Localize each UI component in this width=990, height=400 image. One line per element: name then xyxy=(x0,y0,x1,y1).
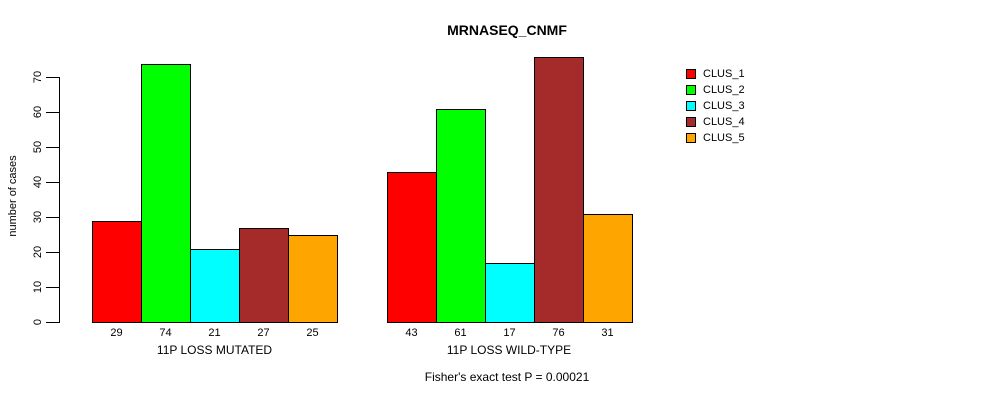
legend-label: CLUS_5 xyxy=(703,132,745,144)
bar xyxy=(141,64,191,323)
bar-value-label: 76 xyxy=(552,327,565,339)
y-tick xyxy=(46,322,59,323)
bar-value-label: 43 xyxy=(405,327,418,339)
y-tick xyxy=(46,147,59,148)
legend-item: CLUS_5 xyxy=(686,130,745,146)
legend-item: CLUS_1 xyxy=(686,66,745,82)
y-tick-label: 10 xyxy=(32,280,44,294)
y-tick xyxy=(46,217,59,218)
legend-swatch xyxy=(686,85,696,95)
bar xyxy=(92,221,142,323)
bar xyxy=(387,172,437,323)
legend-label: CLUS_1 xyxy=(703,68,745,80)
legend-swatch xyxy=(686,117,696,127)
bar-value-label: 74 xyxy=(159,327,172,339)
legend-item: CLUS_2 xyxy=(686,82,745,98)
y-tick xyxy=(46,252,59,253)
legend-label: CLUS_3 xyxy=(703,100,745,112)
legend-item: CLUS_3 xyxy=(686,98,745,114)
y-tick xyxy=(46,182,59,183)
bar xyxy=(190,249,240,323)
bar xyxy=(239,228,289,323)
legend-swatch xyxy=(686,101,696,111)
legend-label: CLUS_4 xyxy=(703,116,745,128)
y-tick-label: 60 xyxy=(32,105,44,119)
bar-value-label: 21 xyxy=(208,327,221,339)
bar-value-label: 31 xyxy=(601,327,614,339)
group-label: 11P LOSS WILD-TYPE xyxy=(446,343,572,357)
chart-title: MRNASEQ_CNMF xyxy=(447,22,567,38)
bar xyxy=(436,109,486,323)
bar-value-label: 29 xyxy=(110,327,123,339)
bar xyxy=(485,263,535,323)
y-axis-line xyxy=(59,77,60,323)
y-tick-label: 30 xyxy=(32,210,44,224)
bar xyxy=(583,214,633,323)
footnote: Fisher's exact test P = 0.00021 xyxy=(424,370,590,384)
y-tick-label: 50 xyxy=(32,140,44,154)
y-tick-label: 70 xyxy=(32,70,44,84)
y-tick-label: 20 xyxy=(32,245,44,259)
y-tick xyxy=(46,112,59,113)
bar xyxy=(534,57,584,323)
y-tick-label: 40 xyxy=(32,175,44,189)
bar-value-label: 61 xyxy=(454,327,467,339)
bar-value-label: 27 xyxy=(257,327,270,339)
legend-label: CLUS_2 xyxy=(703,84,745,96)
legend-swatch xyxy=(686,133,696,143)
y-tick-label: 0 xyxy=(32,318,44,326)
group-label: 11P LOSS MUTATED xyxy=(156,343,273,357)
bar xyxy=(288,235,338,323)
legend-item: CLUS_4 xyxy=(686,114,745,130)
legend: CLUS_1 CLUS_2 CLUS_3 CLUS_4 CLUS_5 xyxy=(686,66,745,146)
y-tick xyxy=(46,77,59,78)
y-tick xyxy=(46,287,59,288)
legend-swatch xyxy=(686,69,696,79)
bar-value-label: 25 xyxy=(306,327,319,339)
bar-value-label: 17 xyxy=(503,327,516,339)
